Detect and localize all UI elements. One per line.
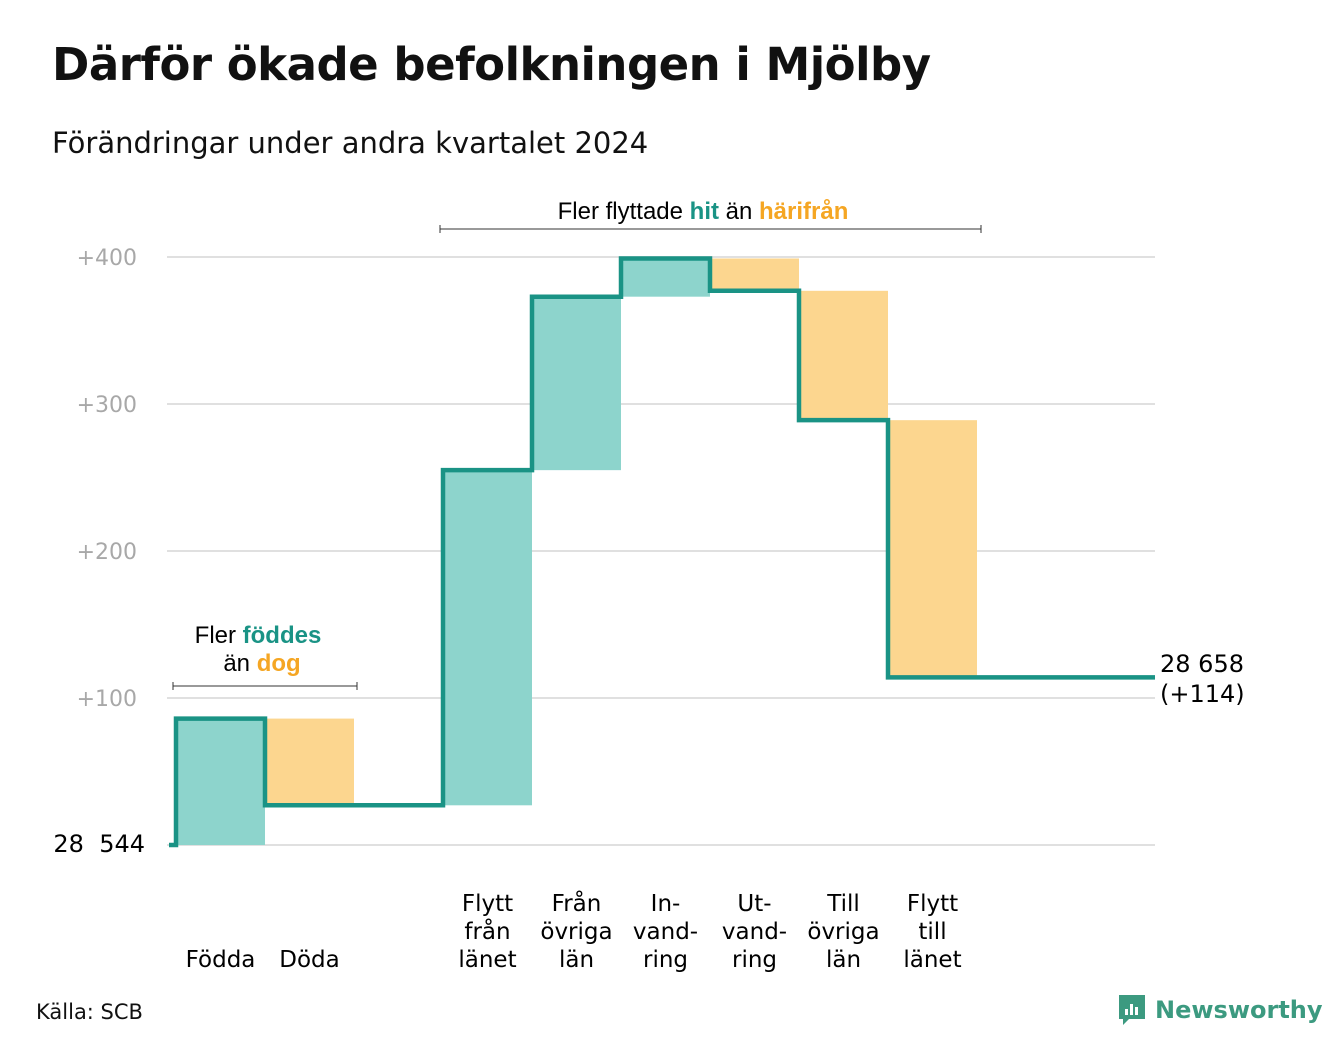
x-label: Från [552, 889, 602, 917]
migration-bracket [439, 225, 982, 233]
x-label: vand- [722, 919, 787, 945]
end-value-label: 28 658 [1160, 650, 1244, 678]
waterfall-chart: +100+200+300+400 Födda DödaFlyttfrånlänet… [53, 198, 1245, 973]
x-label: övriga [540, 919, 612, 945]
x-label: länet [903, 947, 961, 973]
chart-subtitle: Förändringar under andra kvartalet 2024 [52, 126, 649, 160]
cumulative-line [169, 256, 1155, 848]
end-change-label: (+114) [1160, 680, 1245, 708]
x-label: län [826, 947, 861, 973]
y-tick-label: +400 [77, 246, 137, 271]
x-label: Flytt [462, 891, 513, 917]
bar-6 [710, 258, 799, 291]
bar-0 [176, 718, 265, 845]
y-tick-label: +100 [77, 687, 137, 712]
x-label: till [918, 919, 946, 945]
brand-name: Newsworthy [1155, 996, 1323, 1024]
x-label: Födda [186, 947, 256, 973]
migration-annotation: Fler flyttade hit än härifrån [558, 198, 849, 225]
annotations: Fler föddes än dog Fler flyttade hit än … [172, 198, 982, 690]
x-axis-labels: Födda DödaFlyttfrånlänetFrånövrigalänIn-v… [186, 889, 962, 973]
chart-title: Därför ökade befolkningen i Mjölby [52, 38, 931, 91]
x-label: vand- [633, 919, 698, 945]
births-annotation-line1: Fler föddes [195, 622, 322, 649]
x-label: övriga [807, 919, 879, 945]
x-label: Till [826, 891, 860, 917]
bar-7 [799, 290, 888, 421]
gridlines [167, 256, 1155, 846]
y-axis-labels: +100 +200 +300 +400 [77, 246, 137, 712]
x-label: länet [458, 947, 516, 973]
x-label: In- [651, 891, 681, 917]
x-label: ring [732, 947, 777, 973]
bar-4 [532, 296, 621, 471]
births-annotation-line2: än dog [223, 650, 300, 677]
bar-3 [443, 470, 532, 806]
y-tick-label: +300 [77, 393, 137, 418]
bar-1 [265, 718, 354, 806]
births-bracket [172, 682, 358, 690]
bar-5 [621, 258, 710, 297]
x-label: Döda [279, 947, 339, 973]
x-label: ring [643, 947, 688, 973]
newsworthy-logo: Newsworthy [1117, 993, 1323, 1027]
bars [176, 258, 977, 845]
x-label: Flytt [907, 891, 958, 917]
bar-8 [888, 420, 977, 678]
x-label: län [559, 947, 594, 973]
start-value-label: 28 544 [53, 830, 145, 858]
step-line [169, 256, 1155, 848]
newsworthy-logo-icon [1119, 995, 1145, 1025]
y-tick-label: +200 [77, 540, 137, 565]
x-label: Ut- [737, 891, 771, 917]
source-note: Källa: SCB [36, 1000, 143, 1024]
x-label: från [464, 917, 510, 945]
